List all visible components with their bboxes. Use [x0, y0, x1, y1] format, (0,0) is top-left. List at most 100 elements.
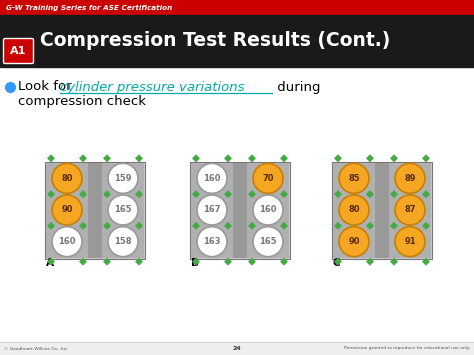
Text: cylinder pressure variations: cylinder pressure variations: [60, 81, 245, 93]
Bar: [375, 163, 389, 257]
Text: 158: 158: [114, 237, 132, 246]
Text: 85: 85: [348, 174, 360, 183]
Polygon shape: [224, 190, 232, 198]
Polygon shape: [192, 222, 200, 230]
Circle shape: [108, 195, 138, 225]
Circle shape: [253, 226, 283, 257]
Polygon shape: [103, 258, 111, 266]
Polygon shape: [334, 258, 342, 266]
Polygon shape: [47, 154, 55, 162]
Text: 80: 80: [61, 174, 73, 183]
Text: 165: 165: [259, 237, 277, 246]
Bar: [233, 163, 247, 257]
Text: 163: 163: [203, 237, 221, 246]
Text: B: B: [191, 258, 199, 268]
Circle shape: [339, 226, 369, 257]
Text: 160: 160: [58, 237, 76, 246]
Bar: [0, 342, 474, 355]
Text: 160: 160: [259, 206, 277, 214]
Bar: [0, 0, 474, 15]
Polygon shape: [47, 190, 55, 198]
Bar: [247, 163, 289, 257]
Polygon shape: [422, 154, 430, 162]
Circle shape: [339, 163, 369, 193]
Polygon shape: [390, 222, 398, 230]
Text: 165: 165: [114, 206, 132, 214]
Text: 167: 167: [203, 206, 221, 214]
Circle shape: [52, 226, 82, 257]
Polygon shape: [390, 190, 398, 198]
Bar: [191, 163, 233, 257]
Polygon shape: [135, 154, 143, 162]
Circle shape: [197, 226, 227, 257]
Polygon shape: [135, 222, 143, 230]
Polygon shape: [280, 154, 288, 162]
Text: compression check: compression check: [18, 94, 146, 108]
Polygon shape: [79, 222, 87, 230]
Text: 90: 90: [61, 206, 73, 214]
Text: C: C: [333, 258, 341, 268]
Text: 70: 70: [262, 174, 274, 183]
Text: Look for: Look for: [18, 81, 76, 93]
Circle shape: [339, 195, 369, 225]
Circle shape: [52, 195, 82, 225]
Polygon shape: [280, 258, 288, 266]
Polygon shape: [390, 258, 398, 266]
Bar: [88, 163, 102, 257]
Polygon shape: [47, 222, 55, 230]
Text: © Goodheart-Willcox Co., Inc.: © Goodheart-Willcox Co., Inc.: [4, 346, 69, 350]
Polygon shape: [248, 154, 256, 162]
Text: Permission granted to reproduce for educational use only.: Permission granted to reproduce for educ…: [344, 346, 470, 350]
Polygon shape: [47, 258, 55, 266]
Polygon shape: [103, 222, 111, 230]
Polygon shape: [334, 154, 342, 162]
Polygon shape: [366, 222, 374, 230]
Polygon shape: [248, 258, 256, 266]
Circle shape: [108, 226, 138, 257]
Polygon shape: [280, 190, 288, 198]
Polygon shape: [192, 258, 200, 266]
Polygon shape: [103, 190, 111, 198]
Text: 89: 89: [404, 174, 416, 183]
Bar: [190, 162, 290, 258]
Polygon shape: [422, 222, 430, 230]
Polygon shape: [224, 154, 232, 162]
Text: during: during: [273, 81, 320, 93]
Polygon shape: [334, 190, 342, 198]
Text: 24: 24: [233, 346, 241, 351]
Text: 160: 160: [203, 174, 221, 183]
Polygon shape: [192, 154, 200, 162]
Text: A: A: [46, 258, 54, 268]
Polygon shape: [79, 154, 87, 162]
Polygon shape: [366, 154, 374, 162]
Bar: [46, 163, 88, 257]
Bar: [102, 163, 144, 257]
Polygon shape: [422, 258, 430, 266]
Circle shape: [395, 195, 425, 225]
Text: 80: 80: [348, 206, 360, 214]
Text: 90: 90: [348, 237, 360, 246]
Circle shape: [197, 195, 227, 225]
Circle shape: [52, 163, 82, 193]
Bar: [333, 163, 375, 257]
Polygon shape: [192, 190, 200, 198]
Polygon shape: [366, 190, 374, 198]
Polygon shape: [390, 154, 398, 162]
Polygon shape: [280, 222, 288, 230]
Bar: [332, 162, 432, 258]
Bar: [0, 15, 474, 67]
Polygon shape: [103, 154, 111, 162]
Text: 91: 91: [404, 237, 416, 246]
Bar: [389, 163, 431, 257]
Polygon shape: [248, 190, 256, 198]
Polygon shape: [79, 258, 87, 266]
Circle shape: [395, 163, 425, 193]
Circle shape: [395, 226, 425, 257]
Circle shape: [108, 163, 138, 193]
Polygon shape: [334, 222, 342, 230]
Text: A1: A1: [10, 46, 27, 56]
Text: G-W Training Series for ASE Certification: G-W Training Series for ASE Certificatio…: [6, 5, 172, 11]
Polygon shape: [224, 222, 232, 230]
Polygon shape: [79, 190, 87, 198]
Circle shape: [253, 195, 283, 225]
